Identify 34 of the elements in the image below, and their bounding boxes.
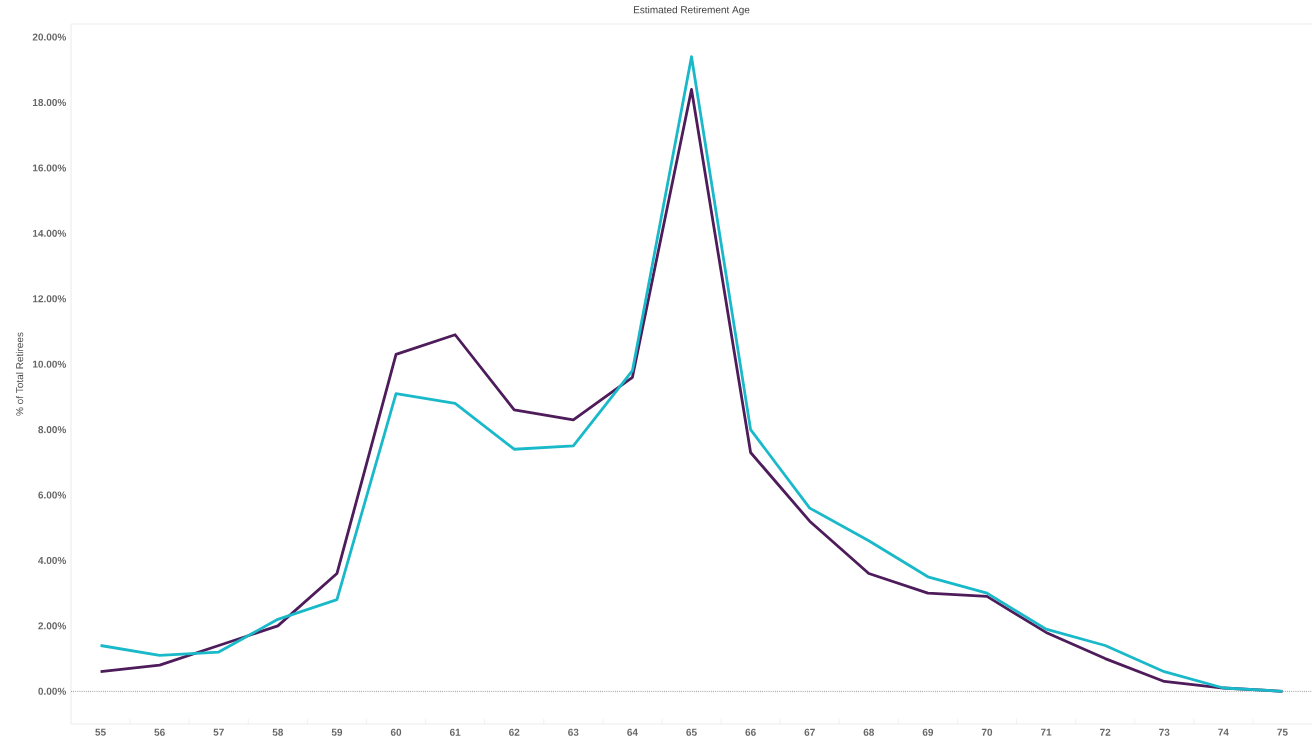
y-tick-label: 14.00% [33,229,67,237]
y-tick-label: 12.00% [33,295,67,303]
x-tick-label: 66 [745,728,756,736]
x-tick-label: 73 [1159,728,1170,736]
x-tick-label: 70 [981,728,993,736]
x-tick-label: 65 [686,728,697,736]
y-tick-label: 2.00% [38,622,67,630]
x-tick-label: 58 [272,728,284,736]
y-tick-label: 6.00% [38,491,67,499]
y-tick-label: 20.00% [32,33,67,41]
x-tick-label: 60 [390,728,402,736]
x-tick-label: 56 [154,728,165,736]
x-tick-label: 69 [922,728,934,736]
x-tick-label: 74 [1218,728,1229,736]
x-tick-label: 72 [1100,728,1111,736]
y-tick-label: 10.00% [33,360,67,368]
y-tick-label: 8.00% [38,426,67,434]
y-tick-label: 16.00% [33,164,67,172]
x-tick-label: 63 [568,728,579,736]
x-tick-label: 61 [449,728,461,736]
x-tick-label: 64 [627,728,638,736]
y-tick-label: 18.00% [33,98,67,107]
x-tick-label: 67 [804,728,815,736]
y-tick-label: 0.00% [38,687,67,695]
chart-title: Estimated Retirement Age [633,5,750,16]
x-tick-label: 59 [331,728,343,736]
x-tick-label: 75 [1277,728,1288,736]
x-tick-label: 68 [863,728,875,736]
y-axis-title: % of Total Retirees [15,332,24,416]
x-tick-label: 55 [95,728,106,736]
x-tick-label: 62 [509,728,520,736]
x-tick-label: 57 [213,728,224,736]
y-tick-label: 4.00% [38,556,67,564]
x-tick-label: 71 [1040,728,1052,736]
